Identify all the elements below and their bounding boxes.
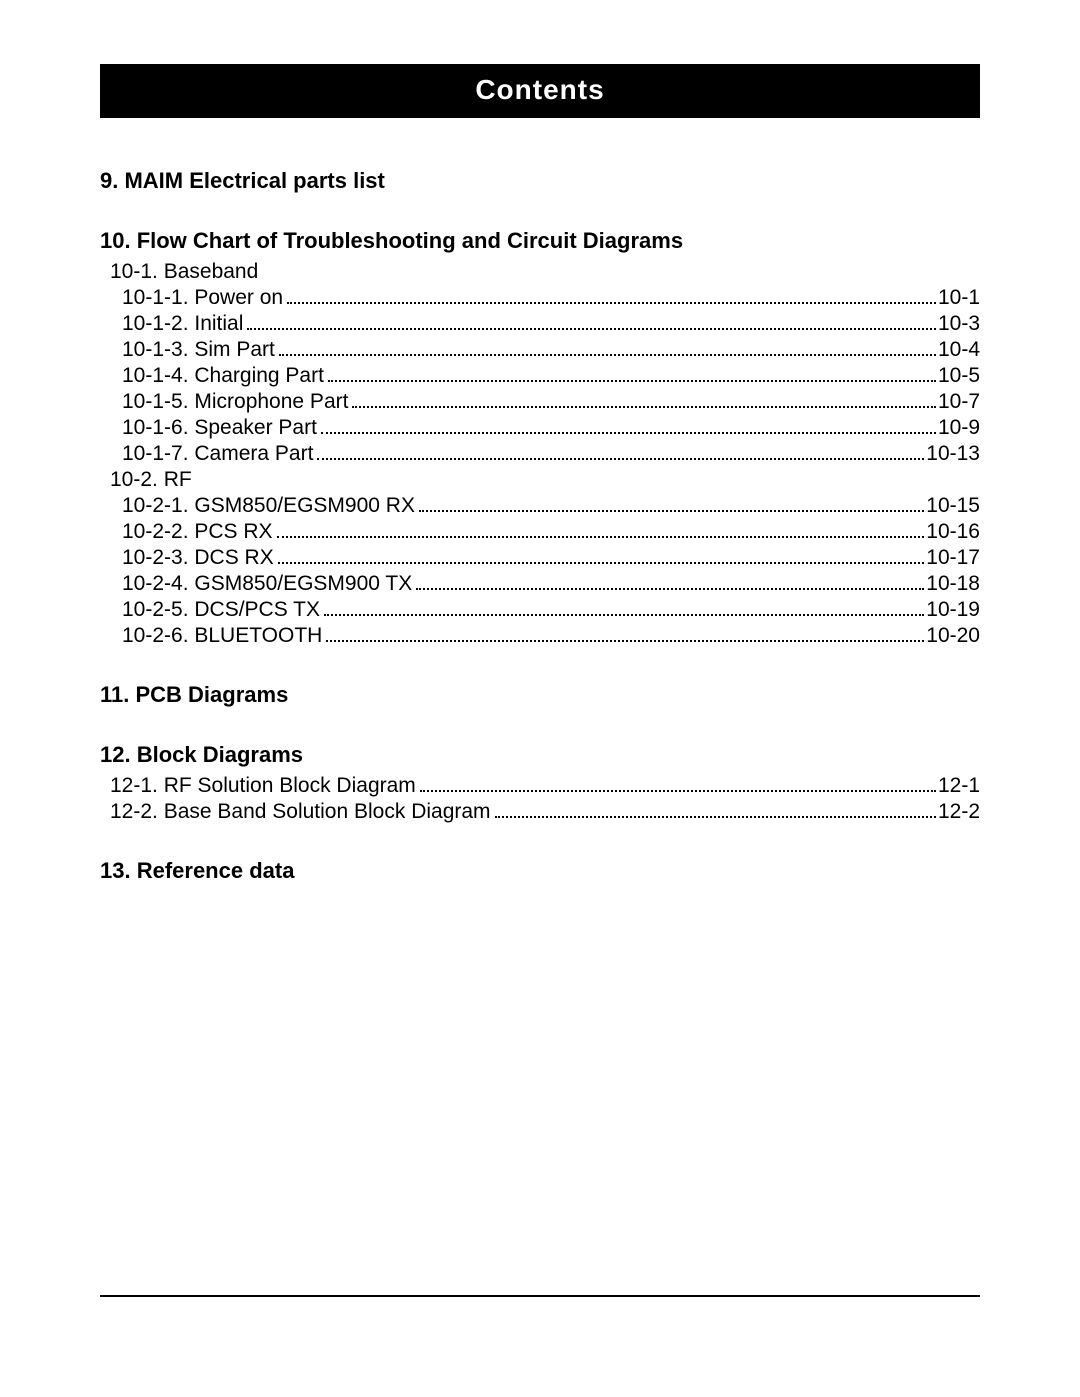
toc-entry: 12-2. Base Band Solution Block Diagram 1… — [110, 800, 980, 824]
toc-dot-leader — [495, 816, 936, 818]
toc-entry-label: 10-2-1. GSM850/EGSM900 RX — [122, 494, 415, 518]
footer-rule — [100, 1295, 980, 1297]
sub-heading: 10-2. RF — [110, 468, 980, 492]
toc-entry-label: 10-1-5. Microphone Part — [122, 390, 348, 414]
toc-entry-label: 10-1-7. Camera Part — [122, 442, 313, 466]
toc-entry-page: 10-3 — [938, 312, 980, 336]
toc-entry-label: 10-2-2. PCS RX — [122, 520, 273, 544]
toc-entry-page: 10-16 — [926, 520, 980, 544]
toc-dot-leader — [324, 614, 924, 616]
section-heading: 11. PCB Diagrams — [100, 682, 980, 708]
toc-entry-label: 10-1-3. Sim Part — [122, 338, 275, 362]
toc-entry-page: 10-9 — [938, 416, 980, 440]
toc-dot-leader — [419, 510, 924, 512]
toc-entry-label: 10-1-1. Power on — [122, 286, 283, 310]
toc-dot-leader — [287, 302, 936, 304]
page: Contents 9. MAIM Electrical parts list 10… — [0, 0, 1080, 1397]
toc-entry-page: 10-7 — [938, 390, 980, 414]
toc-entry: 10-1-4. Charging Part 10-5 — [122, 364, 980, 388]
toc-entry-page: 10-1 — [938, 286, 980, 310]
toc-entry-page: 10-19 — [926, 598, 980, 622]
toc-entry: 10-2-3. DCS RX 10-17 — [122, 546, 980, 570]
toc-dot-leader — [279, 354, 936, 356]
toc-entry: 10-1-1. Power on 10-1 — [122, 286, 980, 310]
toc-entry: 10-1-3. Sim Part 10-4 — [122, 338, 980, 362]
toc-entry: 10-2-2. PCS RX 10-16 — [122, 520, 980, 544]
toc-dot-leader — [328, 380, 936, 382]
toc-dot-leader — [326, 640, 924, 642]
toc-entry-label: 10-1-6. Speaker Part — [122, 416, 317, 440]
toc-entry: 10-1-6. Speaker Part 10-9 — [122, 416, 980, 440]
toc-entry-page: 10-18 — [926, 572, 980, 596]
toc-entry-page: 10-13 — [926, 442, 980, 466]
toc-dot-leader — [420, 790, 936, 792]
toc-entry: 10-2-1. GSM850/EGSM900 RX 10-15 — [122, 494, 980, 518]
toc-entry-page: 12-1 — [938, 774, 980, 798]
toc-entry-page: 10-5 — [938, 364, 980, 388]
toc-dot-leader — [352, 406, 936, 408]
section: 12. Block Diagrams 12-1. RF Solution Bloc… — [100, 742, 980, 824]
toc-entry-label: 10-1-4. Charging Part — [122, 364, 324, 388]
section-heading: 10. Flow Chart of Troubleshooting and Ci… — [100, 228, 980, 254]
sub-heading: 10-1. Baseband — [110, 260, 980, 284]
toc-entry-label: 10-2-4. GSM850/EGSM900 TX — [122, 572, 412, 596]
section: 11. PCB Diagrams — [100, 682, 980, 708]
toc-entry-page: 10-4 — [938, 338, 980, 362]
contents-title-text: Contents — [475, 74, 604, 105]
section: 9. MAIM Electrical parts list — [100, 168, 980, 194]
toc-entry-label: 10-2-6. BLUETOOTH — [122, 624, 322, 648]
toc-entry: 12-1. RF Solution Block Diagram 12-1 — [110, 774, 980, 798]
toc-entry-label: 10-1-2. Initial — [122, 312, 243, 336]
toc-entry-label: 12-1. RF Solution Block Diagram — [110, 774, 416, 798]
toc-entry: 10-2-5. DCS/PCS TX 10-19 — [122, 598, 980, 622]
toc-entry: 10-1-2. Initial 10-3 — [122, 312, 980, 336]
toc-entry: 10-1-7. Camera Part 10-13 — [122, 442, 980, 466]
section: 13. Reference data — [100, 858, 980, 884]
toc-entry-page: 12-2 — [938, 800, 980, 824]
toc-entry: 10-2-4. GSM850/EGSM900 TX 10-18 — [122, 572, 980, 596]
toc-dot-leader — [247, 328, 936, 330]
toc-entry-label: 10-2-5. DCS/PCS TX — [122, 598, 320, 622]
toc-dot-leader — [416, 588, 924, 590]
section-heading: 12. Block Diagrams — [100, 742, 980, 768]
section: 10. Flow Chart of Troubleshooting and Ci… — [100, 228, 980, 648]
toc-dot-leader — [278, 562, 925, 564]
toc-entry: 10-1-5. Microphone Part 10-7 — [122, 390, 980, 414]
toc-entry-page: 10-17 — [926, 546, 980, 570]
contents-title-bar: Contents — [100, 64, 980, 118]
toc-entry-label: 10-2-3. DCS RX — [122, 546, 274, 570]
toc-dot-leader — [277, 536, 925, 538]
toc-entry: 10-2-6. BLUETOOTH 10-20 — [122, 624, 980, 648]
toc-dot-leader — [321, 432, 936, 434]
sections-container: 9. MAIM Electrical parts list 10. Flow Ch… — [100, 168, 980, 884]
toc-dot-leader — [317, 458, 924, 460]
toc-entry-page: 10-20 — [926, 624, 980, 648]
toc-entry-label: 12-2. Base Band Solution Block Diagram — [110, 800, 491, 824]
toc-entry-page: 10-15 — [926, 494, 980, 518]
section-heading: 9. MAIM Electrical parts list — [100, 168, 980, 194]
section-heading: 13. Reference data — [100, 858, 980, 884]
